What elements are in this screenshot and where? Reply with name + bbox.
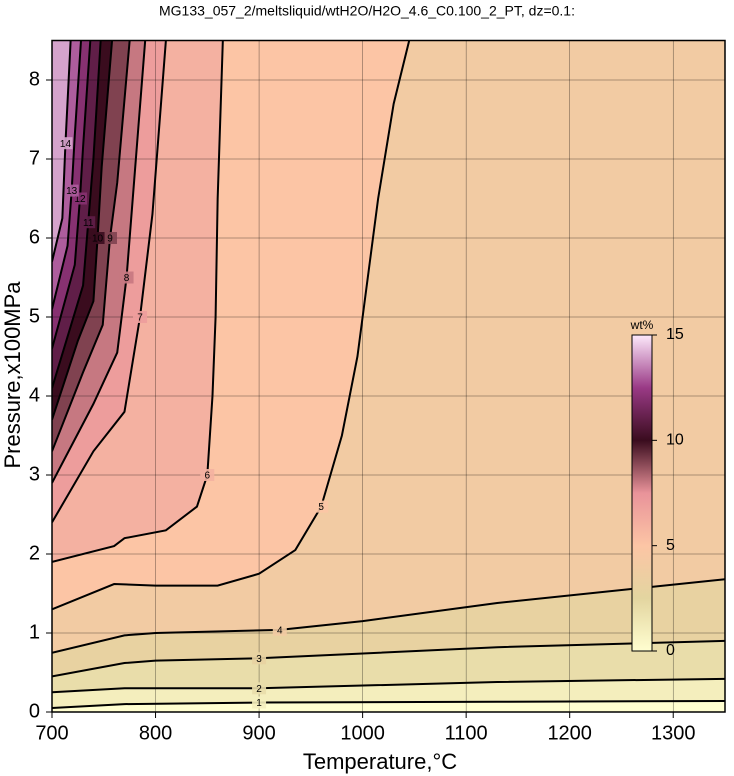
contour-label-group: 3 bbox=[252, 652, 267, 665]
contour-line bbox=[52, 40, 167, 523]
contour-label-group: 9 bbox=[102, 232, 117, 245]
contour-label-bg bbox=[64, 184, 79, 197]
colorbar-tick-label: 10 bbox=[666, 432, 684, 449]
colorbar-tick-label: 15 bbox=[666, 326, 684, 343]
contour-label-group: 5 bbox=[314, 500, 329, 513]
contour-label-bg bbox=[119, 271, 134, 284]
x-tick-label: 1000 bbox=[340, 722, 385, 744]
overlay: 700 800 900 1000 1100 1200 1300012345678wt%051… bbox=[29, 39, 726, 744]
contour-label-group: 14 bbox=[58, 137, 73, 150]
chart-title: MG133_057_2/meltsliquid/wtH2O/H2O_4.6_C0… bbox=[159, 3, 575, 19]
contour-label-bg bbox=[58, 137, 73, 150]
contour-label: 6 bbox=[205, 471, 211, 482]
colorbar-tick-label: 0 bbox=[666, 642, 675, 659]
contour-line bbox=[52, 40, 224, 563]
contour-label-group: 8 bbox=[119, 271, 134, 284]
contour-label-bg bbox=[272, 623, 287, 636]
y-tick-label: 5 bbox=[29, 305, 40, 327]
x-tick-label: 1100 bbox=[445, 722, 488, 744]
contour-label-group: 10 bbox=[90, 232, 105, 245]
x-tick-label: 900 bbox=[242, 722, 275, 744]
y-tick-label: 7 bbox=[29, 147, 40, 169]
y-tick-label: 4 bbox=[29, 384, 40, 406]
contour-line bbox=[52, 40, 131, 452]
contour-label: 8 bbox=[124, 273, 130, 284]
contour-label-group: 2 bbox=[252, 682, 267, 695]
x-tick-label: 1300 bbox=[651, 722, 696, 744]
y-tick-label: 0 bbox=[29, 700, 40, 722]
contour-label-bg bbox=[252, 652, 267, 665]
x-axis-label: Temperature,°C bbox=[303, 749, 457, 774]
y-tick-label: 8 bbox=[29, 68, 40, 90]
y-tick-label: 6 bbox=[29, 226, 40, 248]
contour-label-group: 11 bbox=[81, 216, 96, 229]
contour-label: 1 bbox=[256, 698, 262, 709]
contour-label: 10 bbox=[92, 234, 104, 245]
contour-label-group: 7 bbox=[133, 311, 148, 324]
y-tick-label: 3 bbox=[29, 463, 40, 485]
contour-label-bg bbox=[314, 500, 329, 513]
contour-label: 9 bbox=[107, 234, 113, 245]
x-tick-label: 1200 bbox=[547, 722, 592, 744]
contour-label-group: 6 bbox=[200, 469, 215, 482]
colorbar-label: wt% bbox=[630, 318, 654, 332]
contour-label: 5 bbox=[318, 502, 324, 513]
y-tick-label: 2 bbox=[29, 542, 40, 564]
contour-label-bg bbox=[252, 682, 267, 695]
contour-label: 11 bbox=[83, 218, 94, 229]
contour-label-group: 4 bbox=[272, 623, 287, 636]
contour-label: 2 bbox=[256, 684, 262, 695]
contour-line bbox=[52, 40, 147, 484]
y-tick-label: 1 bbox=[29, 621, 40, 643]
contour-label: 14 bbox=[60, 139, 72, 150]
contour-label-bg bbox=[102, 232, 117, 244]
y-axis-label: Pressure,x100MPa bbox=[0, 281, 25, 469]
colorbar-tick-label: 5 bbox=[666, 537, 675, 554]
x-tick-label: 800 bbox=[139, 722, 172, 744]
colorbar bbox=[631, 334, 653, 652]
plot-frame bbox=[51, 39, 726, 713]
contour-line bbox=[52, 639, 725, 678]
contour-line bbox=[52, 40, 114, 421]
contour-label: 4 bbox=[277, 625, 283, 636]
contour-label-group: 1 bbox=[252, 696, 267, 709]
contour-label-group: 13 bbox=[64, 184, 79, 197]
contour-label: 7 bbox=[137, 313, 143, 324]
contour-fill bbox=[52, 40, 71, 262]
x-tick-label: 700 bbox=[35, 722, 68, 744]
contour-label-bg bbox=[252, 696, 267, 709]
contour-label: 12 bbox=[74, 194, 86, 205]
contour-label-bg bbox=[133, 311, 148, 323]
contour-label: 3 bbox=[256, 654, 262, 665]
contour-label: 13 bbox=[66, 186, 78, 197]
contour-label-bg bbox=[90, 232, 105, 244]
contour-line bbox=[52, 40, 72, 262]
contour-label-bg bbox=[200, 469, 215, 481]
contour-label-bg bbox=[81, 216, 96, 229]
